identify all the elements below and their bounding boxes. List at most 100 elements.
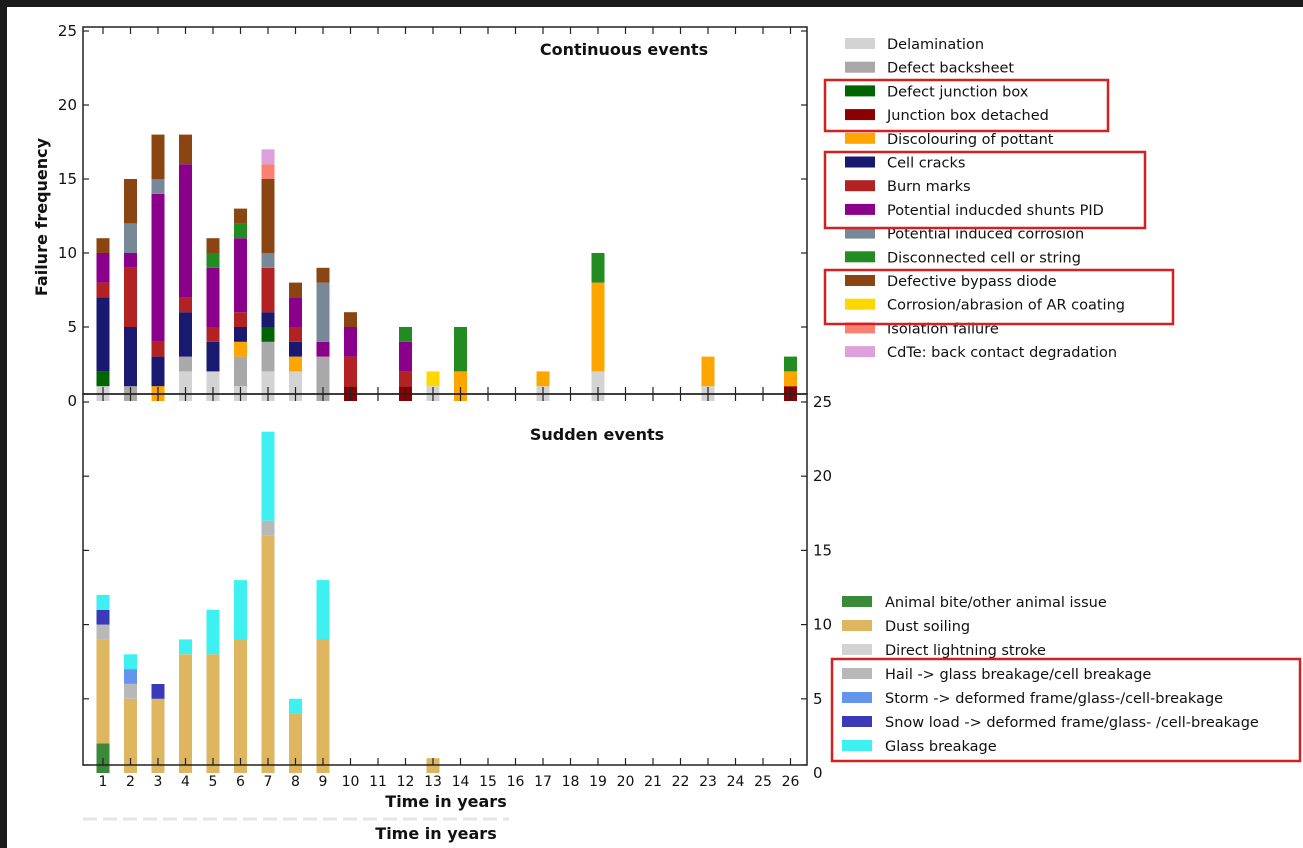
xtick-label: 17 <box>534 774 552 790</box>
bar-dust-soiling-year-8 <box>289 713 302 773</box>
legend-swatch-storm-deformed-frame-glass-cell-breakage <box>842 692 872 703</box>
legend-swatch-dust-soiling <box>842 620 872 631</box>
ytick-label: 10 <box>58 244 77 262</box>
legend-swatch-animal-bite-other-animal-issue <box>842 596 872 607</box>
highlight-mechanical-breakage-group <box>830 657 1302 763</box>
xtick-label: 23 <box>699 774 717 790</box>
legend-label-defective-bypass-diode: Defective bypass diode <box>887 274 1057 290</box>
ytick-label: 25 <box>58 22 77 40</box>
bar-dust-soiling-year-2 <box>124 698 137 773</box>
legend-label-corrosion-abrasion-of-ar-coating: Corrosion/abrasion of AR coating <box>887 298 1125 314</box>
highlight-bypass-diode-group <box>823 268 1175 326</box>
bar-burn-marks-year-1 <box>96 282 110 298</box>
legend-label-glass-breakage: Glass breakage <box>885 739 997 755</box>
bar-dust-soiling-year-9 <box>316 639 330 773</box>
ytick-label: 15 <box>813 541 832 559</box>
legend-swatch-cdte-back-contact-degradation <box>845 346 875 358</box>
legend-label-discolouring-of-pottant: Discolouring of pottant <box>887 132 1054 148</box>
bar-disconnected-cell-or-string-year-12 <box>399 327 412 342</box>
legend-swatch-hail-glass-breakage-cell-breakage <box>842 668 872 679</box>
bar-disconnected-cell-or-string-year-5 <box>206 253 220 268</box>
bar-potential-inducded-shunts-pid-year-2 <box>124 253 137 268</box>
legend-label-isolation-failure: Isolation failure <box>887 321 999 337</box>
bar-defective-bypass-diode-year-9 <box>316 267 330 283</box>
continuous-legend: Delamination Defect backsheet Defect junct… <box>845 37 1125 361</box>
sudden-legend: Animal bite/other animal issue Dust soili… <box>842 595 1259 755</box>
ytick-label: 0 <box>67 392 77 410</box>
legend-swatch-discolouring-of-pottant <box>845 132 875 144</box>
bar-dust-soiling-year-4 <box>179 654 192 773</box>
bar-discolouring-of-pottant-year-17 <box>536 371 550 387</box>
xtick-label: 12 <box>397 774 415 790</box>
bar-defect-junction-box-year-1 <box>96 371 110 387</box>
bar-isolation-failure-year-7 <box>261 164 275 179</box>
continuous-events-title: Continuous events <box>540 40 708 59</box>
legend-label-potential-inducded-shunts-pid: Potential inducded shunts PID <box>887 203 1104 219</box>
legend-label-defect-junction-box: Defect junction box <box>887 84 1029 100</box>
bar-disconnected-cell-or-string-year-6 <box>234 223 247 239</box>
xtick-label: 4 <box>181 774 190 790</box>
bar-dust-soiling-year-3 <box>151 698 165 773</box>
ytick-label: 5 <box>67 318 77 336</box>
legend-label-storm-deformed-frame-glass-cell-breakage: Storm -> deformed frame/glass-/cell-brea… <box>885 691 1223 707</box>
xtick-label: 1 <box>99 774 108 790</box>
figure-xlabel: Time in years <box>375 824 496 843</box>
legend-label-snow-load-deformed-frame-glass-cell-breakage: Snow load -> deformed frame/glass- /cell… <box>885 715 1259 731</box>
bar-cell-cracks-year-2 <box>124 327 137 387</box>
bar-potential-inducded-shunts-pid-year-12 <box>399 341 412 372</box>
bar-discolouring-of-pottant-year-23 <box>701 356 715 387</box>
bar-glass-breakage-year-5 <box>206 609 220 655</box>
bar-snow-load-deformed-frame-glass-cell-breakage-year-3 <box>151 684 165 699</box>
bar-burn-marks-year-2 <box>124 267 137 327</box>
bar-disconnected-cell-or-string-year-26 <box>784 356 797 372</box>
xtick-label: 13 <box>424 774 442 790</box>
bar-burn-marks-year-7 <box>261 267 275 313</box>
continuous-events-panel: 0 5 10 15 20 25 Continuous events Failure fre… <box>32 22 808 410</box>
bar-potential-inducded-shunts-pid-year-3 <box>151 193 165 342</box>
xtick-label: 21 <box>644 774 662 790</box>
legend-swatch-defect-backsheet <box>845 61 875 73</box>
bar-defect-backsheet-year-7 <box>261 341 275 372</box>
bar-defective-bypass-diode-year-8 <box>289 282 302 298</box>
bar-cell-cracks-year-6 <box>234 327 247 342</box>
bar-burn-marks-year-4 <box>179 297 192 313</box>
ytick-label: 20 <box>813 467 832 485</box>
legend-swatch-delamination <box>845 38 875 49</box>
ytick-label: 5 <box>813 690 823 708</box>
legend-label-defect-backsheet: Defect backsheet <box>887 61 1014 77</box>
bar-defective-bypass-diode-year-6 <box>234 208 247 224</box>
bar-potential-inducded-shunts-pid-year-9 <box>316 341 330 357</box>
bar-defective-bypass-diode-year-10 <box>344 312 357 327</box>
xtick-label: 26 <box>782 774 800 790</box>
xtick-label: 24 <box>727 774 745 790</box>
legend-label-burn-marks: Burn marks <box>887 179 971 195</box>
bar-defective-bypass-diode-year-2 <box>124 179 137 224</box>
legend-swatch-junction-box-detached <box>845 109 875 121</box>
bar-storm-deformed-frame-glass-cell-breakage-year-2 <box>124 669 137 684</box>
bar-dust-soiling-year-5 <box>206 654 220 773</box>
failure-frequency-ylabel: Failure frequency <box>32 137 51 296</box>
xtick-label: 8 <box>291 774 300 790</box>
bar-potential-induced-corrosion-year-3 <box>151 179 165 194</box>
bar-cell-cracks-year-5 <box>206 341 220 372</box>
bar-disconnected-cell-or-string-year-19 <box>591 253 605 283</box>
xtick-label: 19 <box>589 774 607 790</box>
bar-potential-inducded-shunts-pid-year-4 <box>179 164 192 298</box>
legend-label-cell-cracks: Cell cracks <box>887 156 965 172</box>
legend-label-disconnected-cell-or-string: Disconnected cell or string <box>887 250 1081 266</box>
xtick-label: 15 <box>479 774 497 790</box>
bar-potential-induced-corrosion-year-9 <box>316 282 330 342</box>
bar-glass-breakage-year-6 <box>234 580 247 640</box>
bar-disconnected-cell-or-string-year-14 <box>454 327 467 372</box>
xtick-label: 20 <box>617 774 635 790</box>
bar-potential-inducded-shunts-pid-year-6 <box>234 238 247 313</box>
bar-potential-inducded-shunts-pid-year-8 <box>289 297 302 327</box>
bar-discolouring-of-pottant-year-26 <box>784 371 797 387</box>
bar-potential-inducded-shunts-pid-year-5 <box>206 267 220 327</box>
xtick-label: 7 <box>264 774 273 790</box>
legend-label-hail-glass-breakage-cell-breakage: Hail -> glass breakage/cell breakage <box>885 667 1151 683</box>
bar-glass-breakage-year-7 <box>261 431 275 521</box>
ytick-label: 10 <box>813 616 832 634</box>
sudden-plot-frame <box>82 393 808 766</box>
